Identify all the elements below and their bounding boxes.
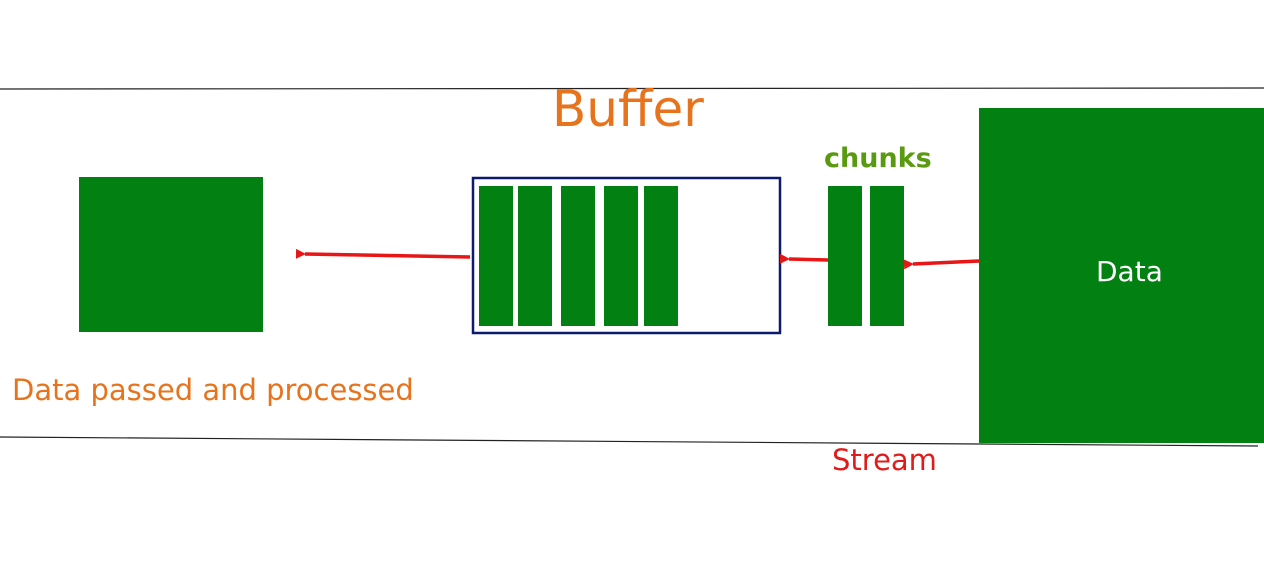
buffer-chunk xyxy=(604,186,638,326)
stream-chunk xyxy=(828,186,862,326)
data-source-block xyxy=(979,108,1264,443)
buffer-chunks xyxy=(479,186,678,326)
stream-label: Stream xyxy=(832,443,937,477)
buffer-title: Buffer xyxy=(552,80,704,138)
stream-chunks xyxy=(828,186,904,326)
stream-bottom-line xyxy=(0,436,1259,447)
arrow-chunks-to-buffer xyxy=(779,253,829,264)
buffer-chunk xyxy=(644,186,678,326)
chunks-label: chunks xyxy=(824,143,932,174)
buffer-chunk xyxy=(479,186,513,326)
stream-top-line xyxy=(0,87,1264,90)
data-source-label: Data xyxy=(1096,255,1163,288)
processed-data-block xyxy=(79,177,263,332)
stream-chunk xyxy=(870,186,904,326)
processed-data-label: Data passed and processed xyxy=(12,373,414,407)
buffer-chunk xyxy=(561,186,595,326)
buffer-chunk xyxy=(518,186,552,326)
arrow-data-to-chunks xyxy=(903,259,980,270)
arrow-buffer-to-processed xyxy=(295,248,471,259)
